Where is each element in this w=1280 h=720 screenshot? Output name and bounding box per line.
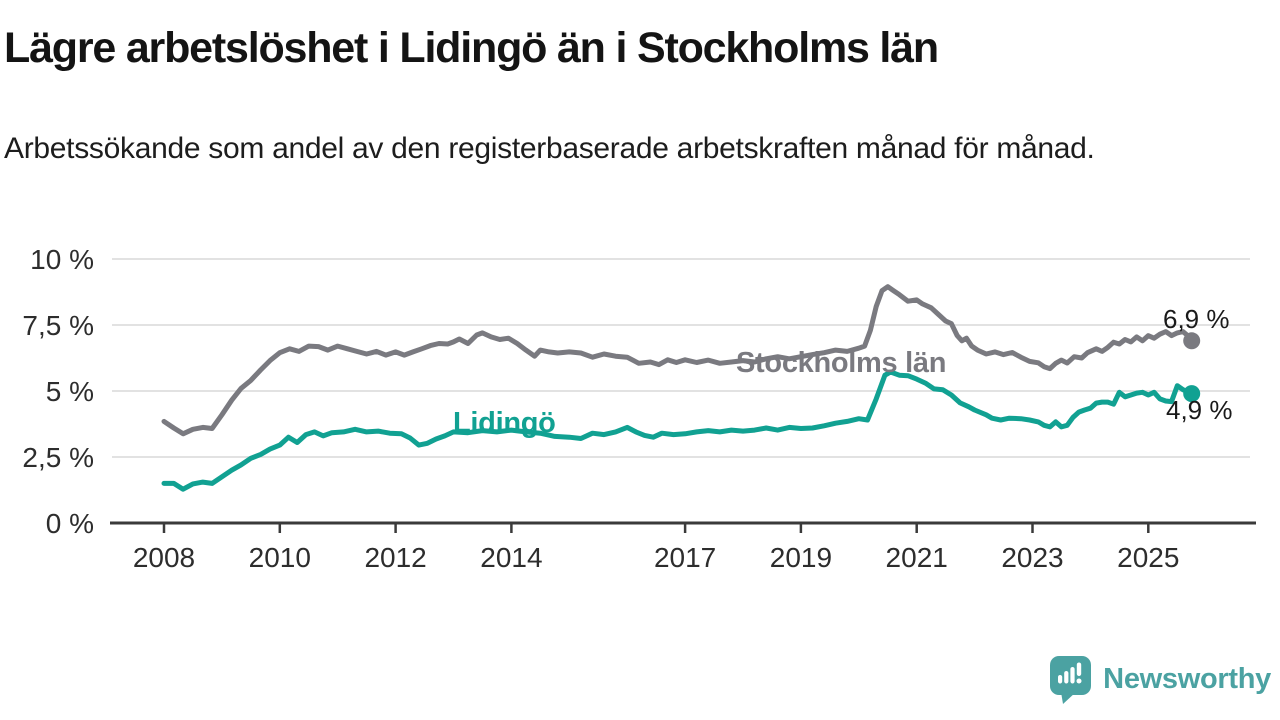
y-axis-tick-label: 0 %: [46, 508, 94, 539]
y-axis-tick-label: 7,5 %: [22, 310, 94, 341]
x-axis-tick-label: 2025: [1117, 542, 1179, 573]
series-end-dot-0: [1183, 332, 1201, 350]
end-value-label-lidingo: 4,9 %: [1166, 395, 1233, 425]
end-value-label-stockholms-lan: 6,9 %: [1163, 304, 1230, 334]
newsworthy-brand: Newsworthy: [1048, 654, 1271, 704]
x-axis-tick-label: 2008: [133, 542, 195, 573]
series-end-dot-1: [1183, 385, 1201, 403]
x-axis-tick-label: 2023: [1001, 542, 1063, 573]
y-axis-tick-label: 2,5 %: [22, 442, 94, 473]
series-layer: [161, 284, 1201, 492]
gridline-layer: 0 % 2,5 % 5 % 7,5 % 10 %: [22, 244, 1250, 539]
x-axis-tick-label: 2021: [886, 542, 948, 573]
newsworthy-logo-icon: [1050, 656, 1092, 704]
series-label-lidingo: Lidingö: [453, 407, 556, 439]
x-axis-layer: 2008 2010 2012 2014 2017 2019 2021 2023 2025: [110, 521, 1256, 573]
chart-subtitle: Arbetssökande som andel av den registerb…: [4, 132, 1095, 165]
y-axis-tick-label: 10 %: [30, 244, 94, 275]
y-axis-tick-label: 5 %: [46, 376, 94, 407]
x-axis-tick-label: 2017: [654, 542, 716, 573]
series-label-stockholms-lan: Stockholms län: [736, 347, 946, 379]
x-axis-tick-label: 2010: [249, 542, 311, 573]
series-line-1: [161, 369, 1195, 492]
x-axis-tick-label: 2014: [480, 542, 542, 573]
chart-title: Lägre arbetslöshet i Lidingö än i Stockh…: [4, 24, 939, 72]
newsworthy-brand-name: Newsworthy: [1103, 662, 1271, 695]
x-axis-tick-label: 2019: [770, 542, 832, 573]
series-line-0: [161, 284, 1195, 437]
x-axis-tick-label: 2012: [364, 542, 426, 573]
